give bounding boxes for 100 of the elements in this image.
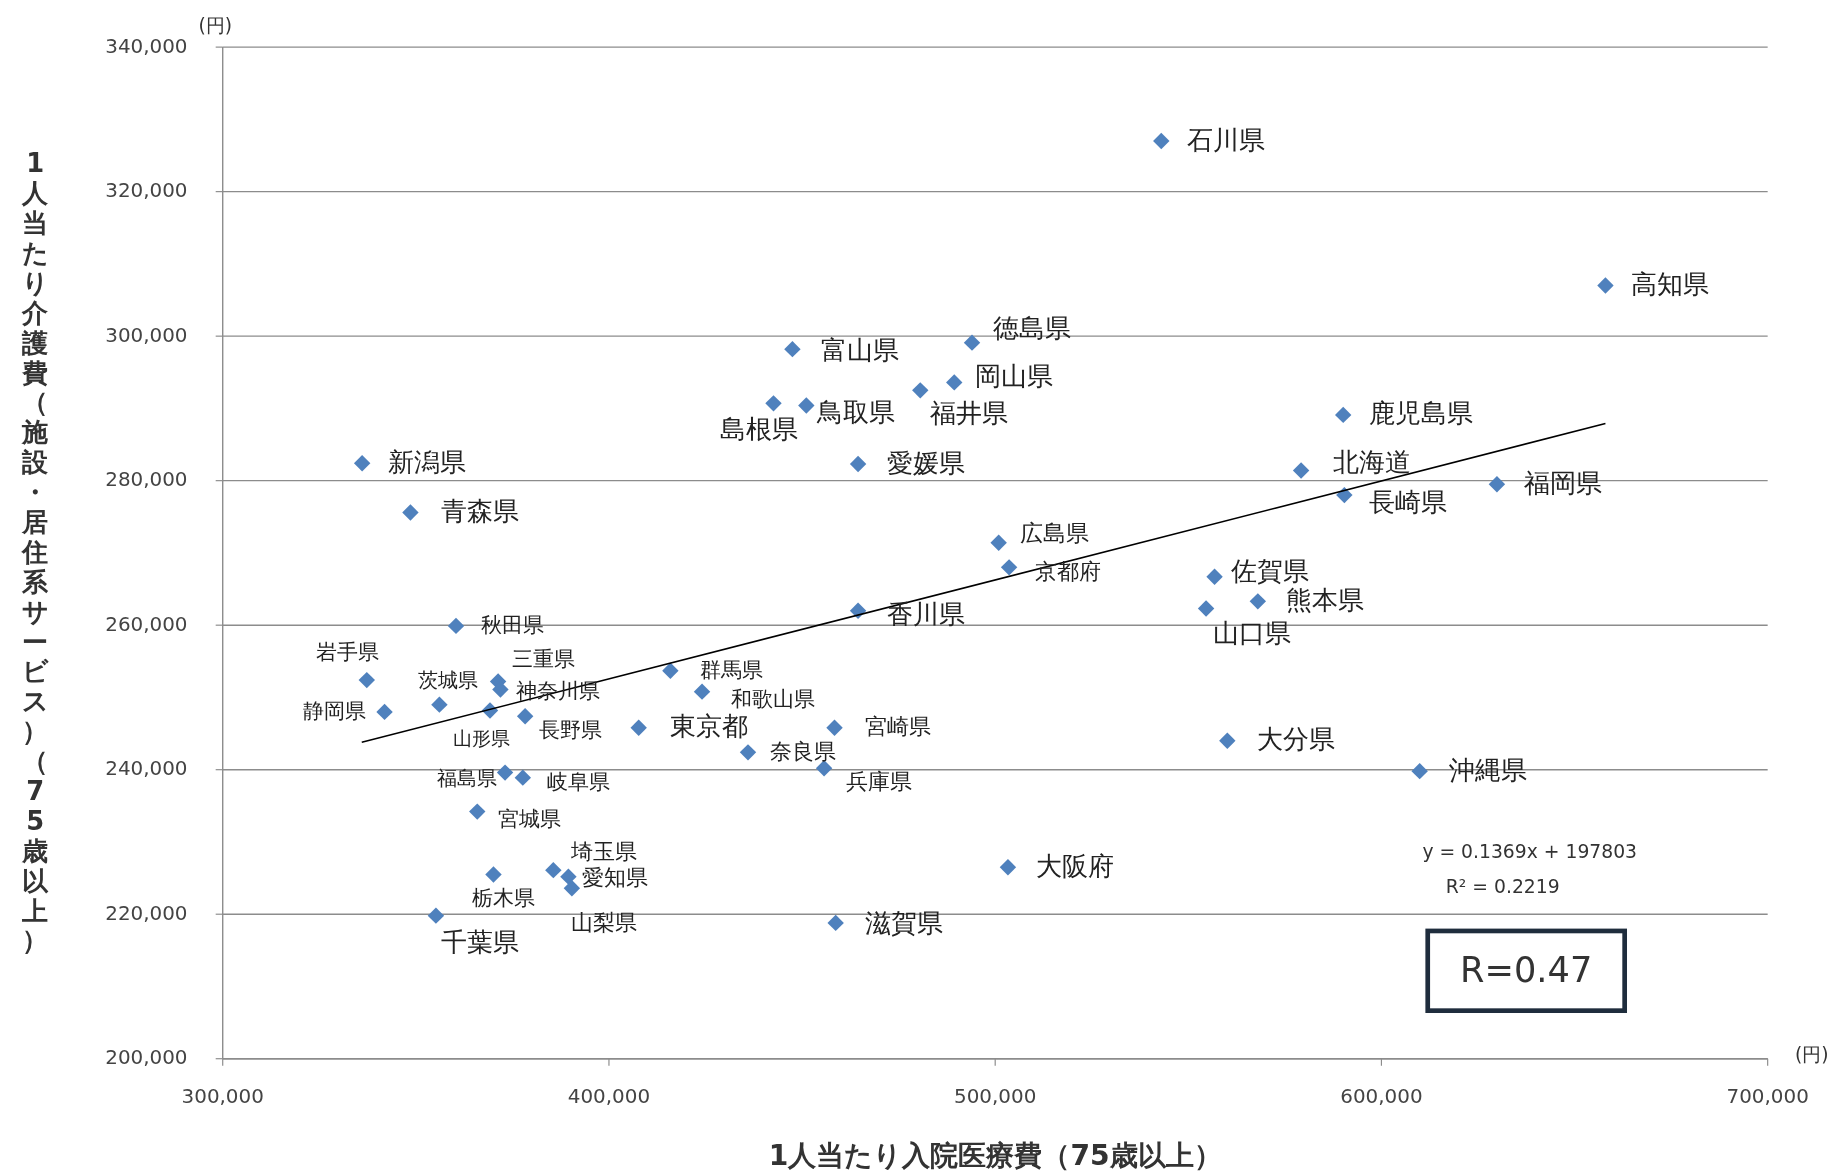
point [1153, 132, 1170, 150]
y-tick-label: 320,000 [105, 179, 188, 203]
point [563, 879, 581, 897]
point [849, 602, 867, 619]
annotation: 静岡県 [302, 697, 366, 723]
point [765, 395, 782, 412]
point [1249, 593, 1267, 610]
annotation: 福島県 [436, 767, 497, 791]
annotation: 高知県 [1631, 269, 1710, 300]
annotation: 滋賀県 [864, 907, 943, 938]
annotation: 鹿児島県 [1368, 398, 1473, 429]
point [662, 662, 679, 679]
x-tick-label: 500,000 [954, 1085, 1037, 1109]
annotation: 大阪府 [1036, 850, 1115, 881]
point [485, 866, 502, 883]
y-tick-label: 340,000 [105, 34, 188, 58]
annotation: 宮城県 [498, 805, 562, 831]
annotation: 沖縄県 [1448, 754, 1527, 785]
annotation: 宮崎県 [864, 713, 931, 740]
annotation: 愛媛県 [887, 447, 966, 478]
annotation: 長崎県 [1368, 486, 1447, 517]
annotation: 千葉県 [440, 927, 519, 958]
annotation: 長野県 [539, 717, 603, 743]
annotation: 岐阜県 [547, 769, 611, 795]
point [826, 719, 843, 736]
point [912, 382, 929, 399]
y-tick-label: 220,000 [105, 901, 188, 925]
x-tick-label: 600,000 [1340, 1085, 1423, 1109]
text: (円) [198, 14, 233, 36]
point [514, 769, 532, 786]
point [545, 861, 562, 879]
point [693, 683, 711, 700]
annotation: 香川県 [887, 598, 966, 629]
point [1197, 600, 1215, 617]
annotation: 大分県 [1256, 724, 1335, 755]
annotation: 鳥取県 [815, 397, 895, 428]
annotation: 徳島県 [993, 313, 1072, 344]
point [798, 397, 815, 414]
text: 1人当たり介護費（施設・居住系サービス）（75歳以上） [21, 147, 49, 955]
annotation: 福井県 [929, 398, 1008, 429]
y-tick-label: 280,000 [105, 468, 188, 492]
point [353, 455, 371, 472]
annotation: 和歌山県 [731, 685, 816, 711]
annotation: 三重県 [512, 646, 576, 672]
annotation: 兵庫県 [846, 767, 913, 794]
annotation: 広島県 [1019, 519, 1089, 548]
annotation: R=0.47 [1460, 948, 1593, 990]
point [469, 803, 486, 820]
point [1000, 559, 1018, 576]
annotation: 山梨県 [570, 908, 637, 935]
x-tick-label: 400,000 [567, 1085, 651, 1109]
point [1334, 406, 1352, 424]
annotation: 埼玉県 [569, 838, 637, 865]
point [376, 703, 393, 721]
x-tick-label: 300,000 [181, 1085, 264, 1109]
annotation: 岡山県 [975, 361, 1054, 392]
point [358, 671, 375, 689]
point [849, 455, 867, 473]
point [739, 744, 757, 761]
annotation: 佐賀県 [1230, 555, 1309, 586]
y-tick-label: 300,000 [105, 323, 188, 347]
point [1206, 568, 1223, 585]
annotation: 石川県 [1187, 124, 1266, 155]
annotation: 東京都 [670, 711, 749, 742]
point [516, 708, 534, 725]
point [427, 907, 445, 924]
annotation: 愛知県 [582, 864, 649, 891]
y-tick-label: 200,000 [105, 1046, 188, 1070]
annotation: 秋田県 [480, 611, 544, 637]
annotation: 熊本県 [1285, 584, 1364, 615]
annotation: 岩手県 [315, 639, 379, 665]
x-axis-title: 1人当たり入院医療費（75歳以上） [768, 1139, 1222, 1173]
point [1488, 476, 1506, 493]
y-tick-label: 240,000 [105, 757, 188, 781]
point [1292, 462, 1310, 479]
text: (円) [1794, 1043, 1829, 1065]
point [946, 374, 963, 391]
annotation: 青森県 [440, 495, 519, 526]
y-tick-label: 260,000 [105, 612, 188, 636]
annotation: 奈良県 [770, 737, 837, 764]
point [402, 504, 419, 521]
point [1219, 732, 1236, 749]
x-tick-label: 700,000 [1726, 1085, 1809, 1109]
point [963, 334, 981, 351]
point [999, 859, 1017, 876]
annotation: R² = 0.2219 [1445, 876, 1560, 898]
annotation: 福岡県 [1523, 467, 1602, 498]
annotation: 茨城県 [418, 668, 479, 692]
point [827, 914, 844, 932]
annotation: 山形県 [453, 728, 511, 750]
point [1411, 762, 1428, 780]
point [560, 868, 577, 885]
annotation: 北海道 [1332, 447, 1411, 478]
point [447, 617, 465, 635]
annotation: y = 0.1369x + 197803 [1422, 840, 1638, 862]
point [630, 719, 647, 736]
annotation: 群馬県 [699, 656, 763, 682]
point [990, 534, 1007, 552]
annotation: 富山県 [820, 335, 899, 365]
annotation: 山口県 [1213, 617, 1292, 648]
